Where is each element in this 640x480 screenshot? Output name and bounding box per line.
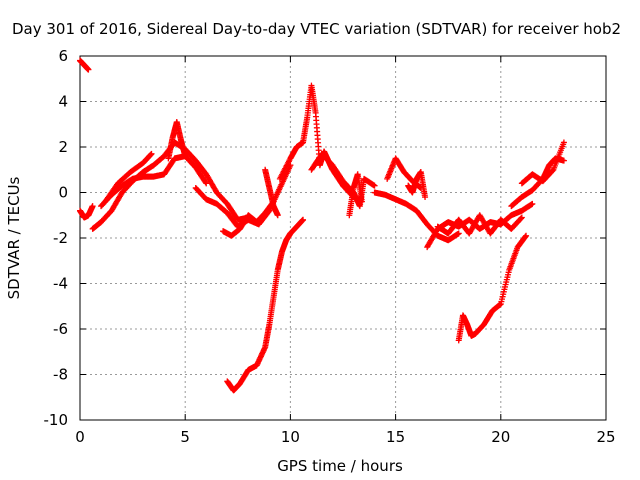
y-tick-label: 0 xyxy=(58,184,68,202)
series-arc-12-14 xyxy=(308,150,378,210)
series-arc-deep-dip xyxy=(224,216,307,394)
x-tick-label: 0 xyxy=(75,428,85,446)
data-point xyxy=(529,200,536,207)
series-arc-low-18 xyxy=(455,232,530,344)
chart-title: Day 301 of 2016, Sidereal Day-to-day VTE… xyxy=(12,20,621,38)
data-point xyxy=(518,215,525,222)
data-point xyxy=(202,179,209,186)
series-arc-spike-5 xyxy=(165,118,189,162)
y-tick-label: -8 xyxy=(53,366,68,384)
series-arc-16-spike xyxy=(405,169,429,201)
data-point xyxy=(203,180,210,187)
series-arc-early-2 xyxy=(77,203,96,221)
data-point xyxy=(560,139,567,146)
series-arc-13-spikes xyxy=(346,171,365,219)
data-point xyxy=(182,153,189,160)
data-point xyxy=(300,216,307,223)
y-tick-label: 6 xyxy=(58,47,68,65)
data-point xyxy=(518,214,525,221)
y-axis-title: SDTVAR / TECUs xyxy=(5,176,23,299)
y-tick-label: -4 xyxy=(53,275,68,293)
x-tick-label: 20 xyxy=(491,428,510,446)
data-point xyxy=(523,232,530,239)
x-axis-title: GPS time / hours xyxy=(277,457,403,475)
x-tick-label: 25 xyxy=(596,428,615,446)
series-arc-late-b xyxy=(518,139,567,187)
y-tick-label: -10 xyxy=(44,411,69,429)
data-point xyxy=(455,230,462,237)
data-point xyxy=(148,150,155,157)
y-tick-label: 4 xyxy=(58,93,68,111)
data-point xyxy=(371,182,378,189)
series-arc-17-21b xyxy=(434,212,525,237)
x-tick-label: 15 xyxy=(386,428,405,446)
data-point xyxy=(358,198,365,205)
data-point xyxy=(422,194,429,201)
axis-ticks: 0 5 10 15 20 25 -10 -8 -6 -4 -2 0 2 4 6 xyxy=(44,47,616,446)
data-point xyxy=(274,212,281,219)
y-tick-label: -2 xyxy=(53,229,68,247)
x-tick-label: 5 xyxy=(180,428,190,446)
series-arc-early-1 xyxy=(77,57,92,73)
data-point xyxy=(85,66,92,73)
x-tick-label: 10 xyxy=(281,428,300,446)
data-point xyxy=(89,203,96,210)
data-point xyxy=(560,157,567,164)
series-arc-main-c xyxy=(102,150,155,205)
series-arc-mid-spike xyxy=(262,166,281,219)
data-points xyxy=(77,57,567,394)
y-tick-label: -6 xyxy=(53,320,68,338)
y-tick-label: 2 xyxy=(58,138,68,156)
series-arc-15-17 xyxy=(371,189,462,244)
